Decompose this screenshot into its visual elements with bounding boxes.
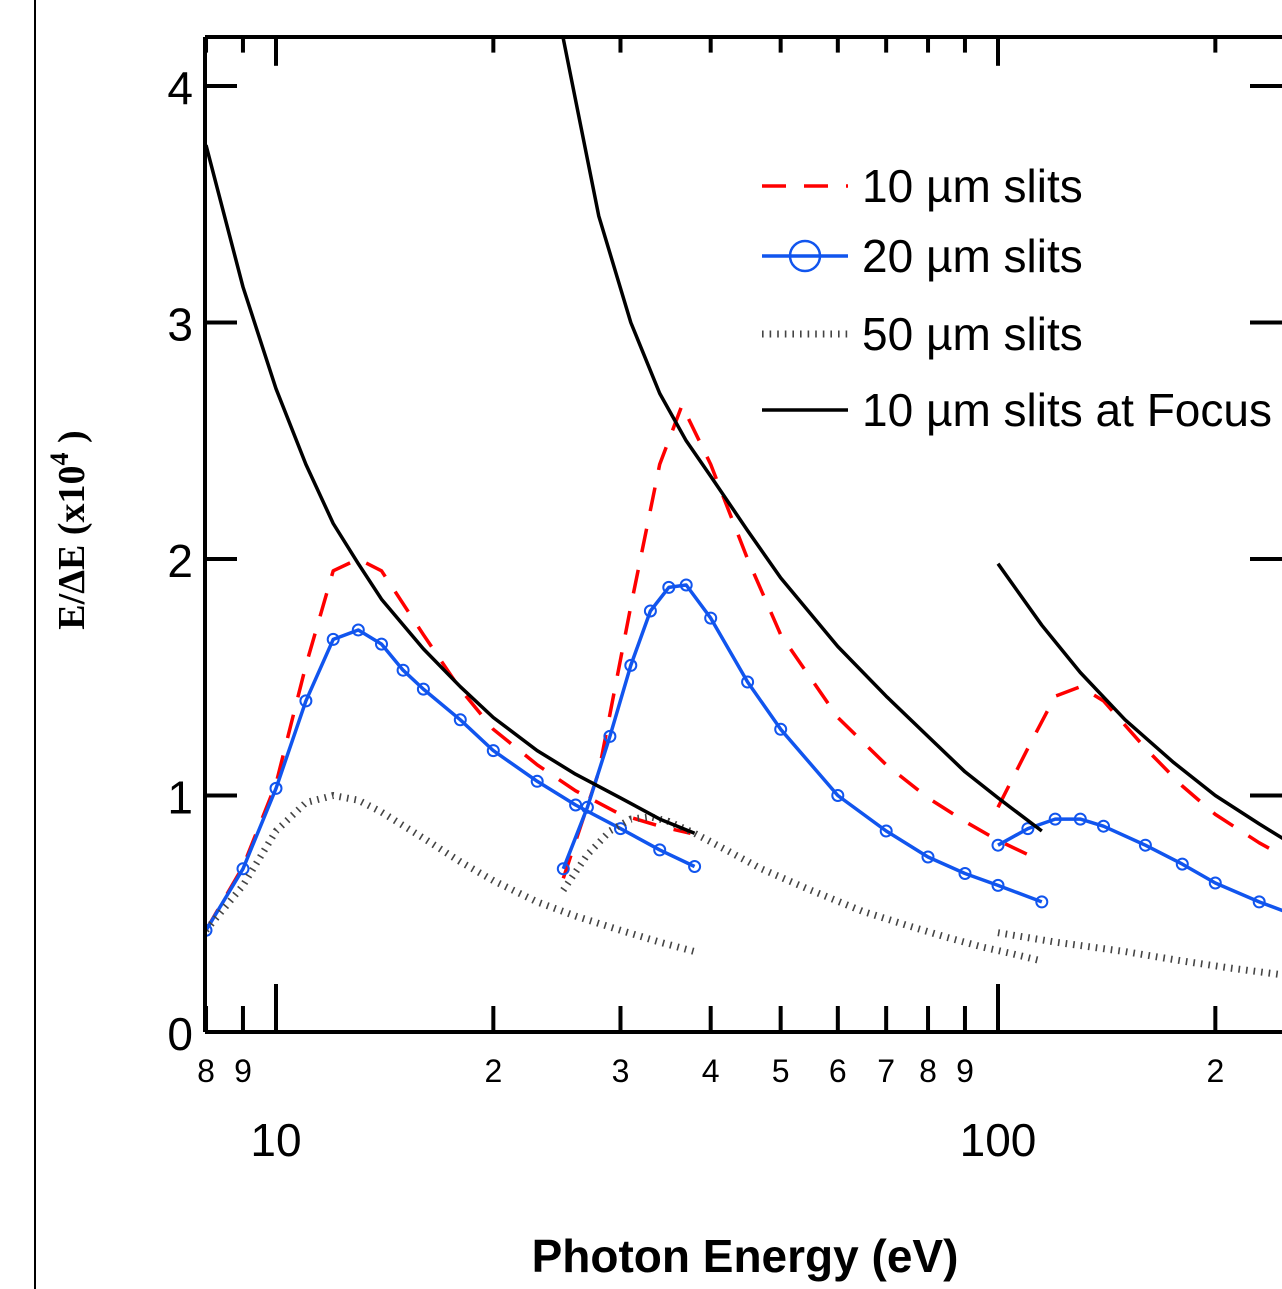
y-axis-title-main: E/ΔE (x10 [51, 465, 93, 629]
x-minor-tick-label: 8 [197, 1053, 215, 1089]
series-2-segment-2-line [997, 929, 1282, 979]
series-1-segment-0-point [396, 663, 410, 677]
series-3-segment-0-line [205, 144, 696, 835]
legend-label: 10 µm slits [862, 160, 1083, 212]
legend-swatch-marker [788, 239, 822, 273]
series-1-segment-1-point [991, 878, 1005, 892]
series-1-segment-0-point [416, 682, 430, 696]
x-minor-tick-label: 9 [234, 1053, 252, 1089]
legend-label: 20 µm slits [862, 230, 1083, 282]
series-1-segment-0-point [614, 822, 627, 836]
series-1-segment-1-point [679, 578, 693, 592]
series-1-segment-0-point [688, 860, 702, 873]
series-1-segment-0-point [299, 694, 313, 708]
x-minor-tick-label: 8 [919, 1053, 937, 1089]
series-1-segment-2-point [1073, 812, 1087, 826]
y-tick-label: 4 [167, 62, 193, 114]
series-1-segment-1-point [556, 862, 570, 876]
series-1-segment-1-point [958, 867, 972, 880]
series-1-segment-2-point [1021, 822, 1035, 836]
x-minor-tick-label: 9 [956, 1053, 974, 1089]
legend-item: 10 µm slits [762, 160, 1083, 212]
series-1-segment-2-point [1175, 857, 1189, 871]
legend-item: 10 µm slits at Focus [762, 384, 1272, 436]
series-1-segment-1-line [561, 583, 1043, 904]
series-1-segment-1-point [704, 611, 718, 625]
series-3 [205, 38, 1282, 840]
series-1-segment-2-line [997, 817, 1282, 913]
series-1-segment-0-point [653, 843, 667, 857]
series-1-segment-0-point [375, 637, 388, 651]
series-1-segment-0-point [269, 781, 283, 795]
series-1-segment-2-point [1208, 876, 1222, 890]
svg-text:E/ΔE (x104 ): E/ΔE (x104 ) [45, 430, 93, 629]
series-1-segment-1-point [624, 658, 638, 672]
series-1-segment-0-line [205, 628, 696, 932]
series-1-segment-1-point [879, 824, 893, 838]
series-2 [205, 792, 1282, 979]
series-2-segment-0-line [205, 792, 696, 955]
series-0-segment-1-line [561, 403, 1043, 879]
x-minor-tick-label: 2 [1206, 1053, 1224, 1089]
x-axis-title: Photon Energy (eV) [532, 1230, 959, 1282]
y-tick-label: 2 [167, 535, 193, 587]
series-1-segment-1-point [921, 850, 935, 864]
series-1-segment-1-point [603, 729, 617, 743]
y-axis-title: E/ΔE (x104 ) [45, 430, 93, 629]
series-1-segment-1-point [831, 789, 845, 802]
x-minor-tick-label: 2 [484, 1053, 502, 1089]
series-1-segment-0-point [530, 774, 544, 788]
legend-label: 10 µm slits at Focus [862, 384, 1272, 436]
series-1-segment-2-point [1252, 895, 1266, 909]
series-1-segment-1-point [741, 675, 755, 689]
series-1-segment-1-point [662, 580, 676, 594]
series-1-segment-0-point [486, 744, 500, 758]
series-1 [205, 578, 1282, 937]
legend-item: 50 µm slits [762, 308, 1083, 360]
series-layer [205, 38, 1282, 979]
series-3-segment-1-line [561, 38, 1043, 833]
series-0-segment-2-line [996, 684, 1282, 858]
series-3-segment-2-line [996, 562, 1282, 840]
series-1-segment-0-point [569, 798, 583, 812]
series-1-segment-0-point [326, 632, 340, 646]
x-minor-tick-label: 4 [702, 1053, 720, 1089]
x-minor-tick-label: 3 [612, 1053, 630, 1089]
series-0 [205, 403, 1282, 932]
series-1-segment-1-point [580, 800, 594, 814]
series-0-segment-0-line [205, 557, 691, 932]
series-1-segment-2-point [991, 838, 1005, 852]
y-axis-title-superscript: 4 [45, 452, 74, 465]
y-tick-label: 0 [167, 1008, 193, 1060]
series-1-segment-2-point [1138, 838, 1152, 852]
series-1-segment-1-point [774, 722, 788, 736]
series-1-segment-0-point [453, 713, 467, 727]
x-minor-tick-label: 7 [877, 1053, 895, 1089]
series-1-segment-1-point [643, 604, 657, 618]
x-minor-tick-label: 6 [829, 1053, 847, 1089]
y-tick-label: 3 [167, 299, 193, 351]
x-minor-tick-label: 5 [772, 1053, 790, 1089]
legend-label: 50 µm slits [862, 308, 1083, 360]
series-1-segment-1-point [1035, 895, 1049, 909]
series-1-segment-2-point [1048, 812, 1062, 826]
y-tick-label: 1 [167, 772, 193, 824]
series-1-segment-2-point [1097, 819, 1110, 833]
y-axis-title-close: ) [51, 430, 93, 452]
series-1-segment-0-point [236, 862, 250, 876]
series-1-segment-0-point [351, 623, 365, 637]
legend-item: 20 µm slits [762, 230, 1083, 282]
x-decade-tick-label: 100 [960, 1114, 1037, 1166]
x-decade-tick-label: 10 [250, 1114, 301, 1166]
legend: 10 µm slits 20 µm slits 50 µm slits 10 µm s… [762, 160, 1272, 436]
